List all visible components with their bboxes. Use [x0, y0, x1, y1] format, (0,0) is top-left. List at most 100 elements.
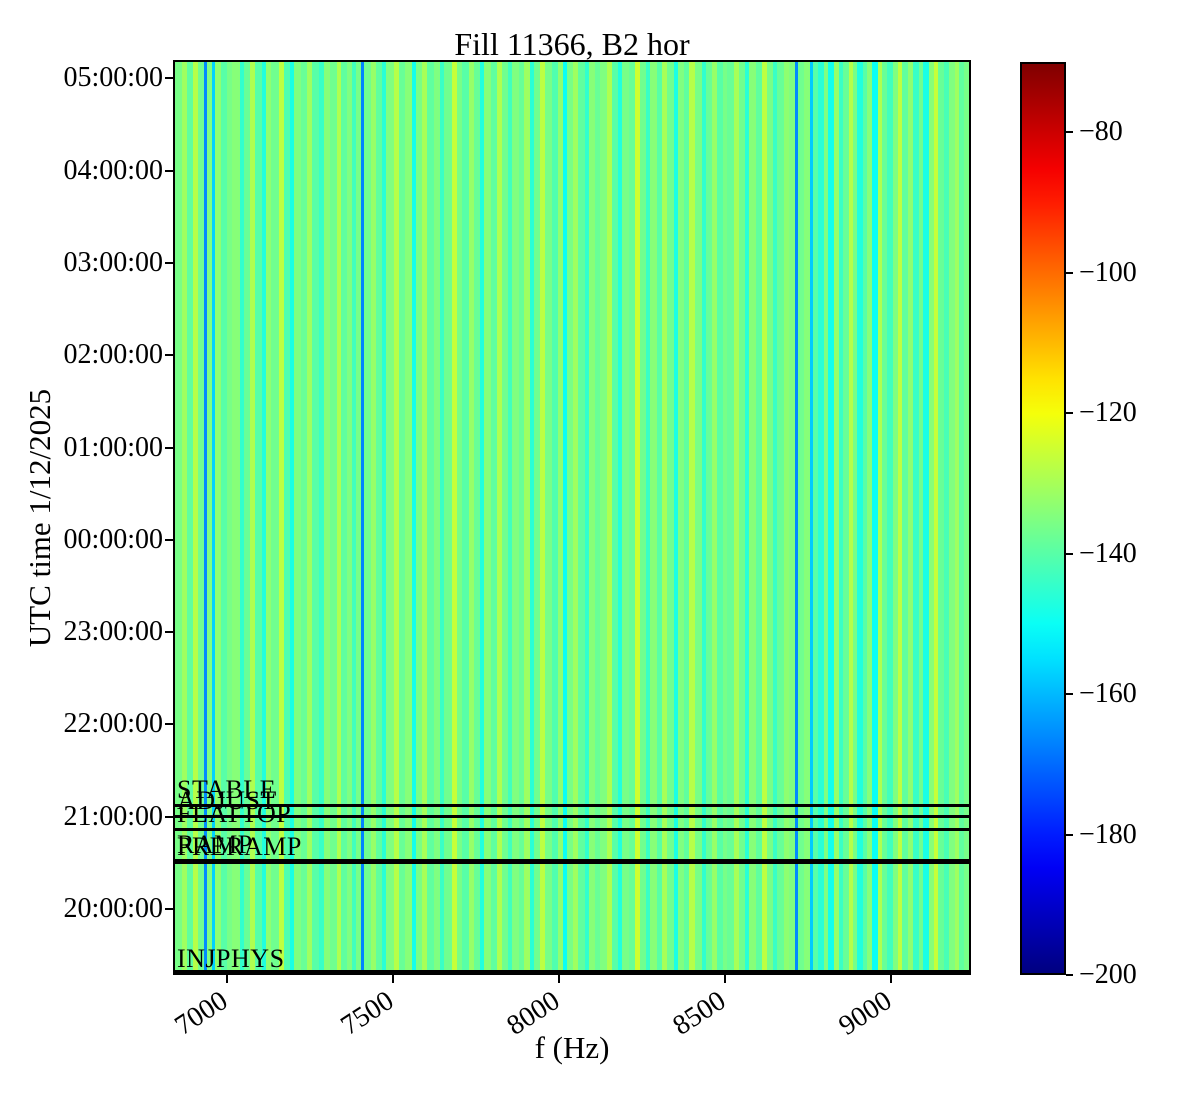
- heatmap-stripe: [175, 62, 182, 973]
- heatmap-stripe: [649, 62, 657, 973]
- heatmap-stripe: [863, 62, 868, 973]
- colorbar-tick-label: −140: [1079, 537, 1137, 569]
- heatmap-stripe: [674, 62, 679, 973]
- heatmap-stripe: [656, 62, 663, 973]
- colorbar-tick-label: −120: [1079, 397, 1137, 429]
- heatmap-stripe: [662, 62, 668, 973]
- heatmap-stripe: [352, 62, 357, 973]
- heatmap-stripe: [337, 62, 342, 973]
- heatmap-stripe: [443, 62, 452, 973]
- y-tick-label: 21:00:00: [63, 800, 163, 832]
- heatmap-stripe: [562, 62, 567, 973]
- heatmap-stripe: [734, 62, 740, 973]
- heatmap-stripe: [797, 62, 804, 973]
- heatmap-stripe: [385, 62, 394, 973]
- colorbar-tick-mark: [1066, 833, 1073, 836]
- heatmap-stripe: [462, 62, 470, 973]
- heatmap-stripe: [226, 62, 232, 973]
- y-tick-mark: [165, 354, 173, 357]
- heatmap-stripe: [852, 62, 858, 973]
- heatmap-stripe: [745, 62, 750, 973]
- heatmap-stripe: [776, 62, 784, 973]
- heatmap-stripe: [279, 62, 285, 973]
- heatmap-stripe: [938, 62, 945, 973]
- colorbar-tick-label: −100: [1079, 256, 1137, 288]
- y-tick-label: 02:00:00: [63, 339, 163, 371]
- heatmap-stripe: [749, 62, 756, 973]
- heatmap-stripe: [812, 62, 818, 973]
- heatmap-stripe: [695, 62, 703, 973]
- beam-mode-label-preramp: PRERAMP: [177, 831, 302, 861]
- heatmap-stripe: [958, 62, 964, 973]
- y-tick-mark: [165, 169, 173, 172]
- colorbar: [1020, 62, 1066, 975]
- heatmap-stripe: [249, 62, 255, 973]
- heatmap-stripe: [524, 62, 531, 973]
- x-axis-label: f (Hz): [534, 1030, 610, 1065]
- heatmap-stripe: [530, 62, 535, 973]
- y-tick-mark: [165, 723, 173, 726]
- beam-mode-label-adjust: ADJUST: [177, 785, 277, 815]
- heatmap-stripe: [364, 62, 371, 973]
- x-tick-label: 8500: [667, 985, 732, 1042]
- beam-mode-line-adjust: [175, 814, 969, 818]
- heatmap-stripe: [577, 62, 585, 973]
- heatmap-stripe: [584, 62, 589, 973]
- heatmap-stripe: [809, 62, 813, 973]
- heatmap-stripe: [893, 62, 899, 973]
- heatmap-stripe: [689, 62, 696, 973]
- x-tick-mark: [392, 975, 395, 983]
- heatmap-stripe: [271, 62, 280, 973]
- heatmap-stripe: [617, 62, 622, 973]
- x-tick-label: 7500: [335, 985, 400, 1042]
- heatmap-stripe: [727, 62, 735, 973]
- y-tick-mark: [165, 261, 173, 264]
- heatmap-stripe: [301, 62, 308, 973]
- heatmap-stripe: [347, 62, 353, 973]
- y-tick-label: 04:00:00: [63, 154, 163, 186]
- heatmap-stripe: [706, 62, 713, 973]
- plot-title: Fill 11366, B2 hor: [454, 26, 690, 62]
- heatmap-stripe: [330, 62, 338, 973]
- heatmap-stripe: [393, 62, 399, 973]
- heatmap-stripe: [639, 62, 646, 973]
- x-tick-mark: [724, 975, 727, 983]
- x-tick-label: 7000: [169, 985, 234, 1042]
- beam-mode-label-stable: STABLE: [177, 774, 277, 804]
- heatmap-stripe: [823, 62, 828, 973]
- heatmap-stripe: [857, 62, 864, 973]
- colorbar-tick-label: −80: [1079, 116, 1123, 148]
- colorbar-tick-label: −200: [1079, 959, 1137, 990]
- heatmap-stripe: [766, 62, 773, 973]
- heatmap-stripe: [512, 62, 520, 973]
- y-tick-label: 05:00:00: [63, 62, 163, 94]
- heatmap-stripe: [848, 62, 853, 973]
- heatmap-stripe: [451, 62, 457, 973]
- y-tick-mark: [165, 631, 173, 634]
- heatmap-stripe: [361, 62, 364, 973]
- colorbar-tick-label: −160: [1079, 678, 1137, 710]
- heatmap-stripe: [634, 62, 640, 973]
- heatmap-stripe: [254, 62, 262, 973]
- y-tick-mark: [165, 907, 173, 910]
- heatmap-stripe: [540, 62, 546, 973]
- heatmap-stripe: [898, 62, 903, 973]
- heatmap-stripe: [484, 62, 492, 973]
- y-tick-mark: [165, 538, 173, 541]
- heatmap-stripe: [502, 62, 509, 973]
- plot-area: STABLE ADJUST FLATTOP RAMP PRERAMP INJPHYS: [173, 60, 971, 975]
- heatmap-stripe: [783, 62, 789, 973]
- y-tick-label: 22:00:00: [63, 708, 163, 740]
- colorbar-tick-mark: [1066, 693, 1073, 696]
- heatmap-stripe: [628, 62, 635, 973]
- heatmap-stripe: [833, 62, 839, 973]
- heatmap-stripe: [203, 62, 207, 973]
- beam-mode-line-ramp: [175, 859, 969, 863]
- heatmap-stripe: [294, 62, 302, 973]
- heatmap-stripe: [712, 62, 718, 973]
- beam-mode-label-flattop: FLATTOP: [177, 799, 292, 829]
- heatmap-stripe: [192, 62, 198, 973]
- heatmap-stripe: [186, 62, 193, 973]
- heatmap-stripe: [684, 62, 690, 973]
